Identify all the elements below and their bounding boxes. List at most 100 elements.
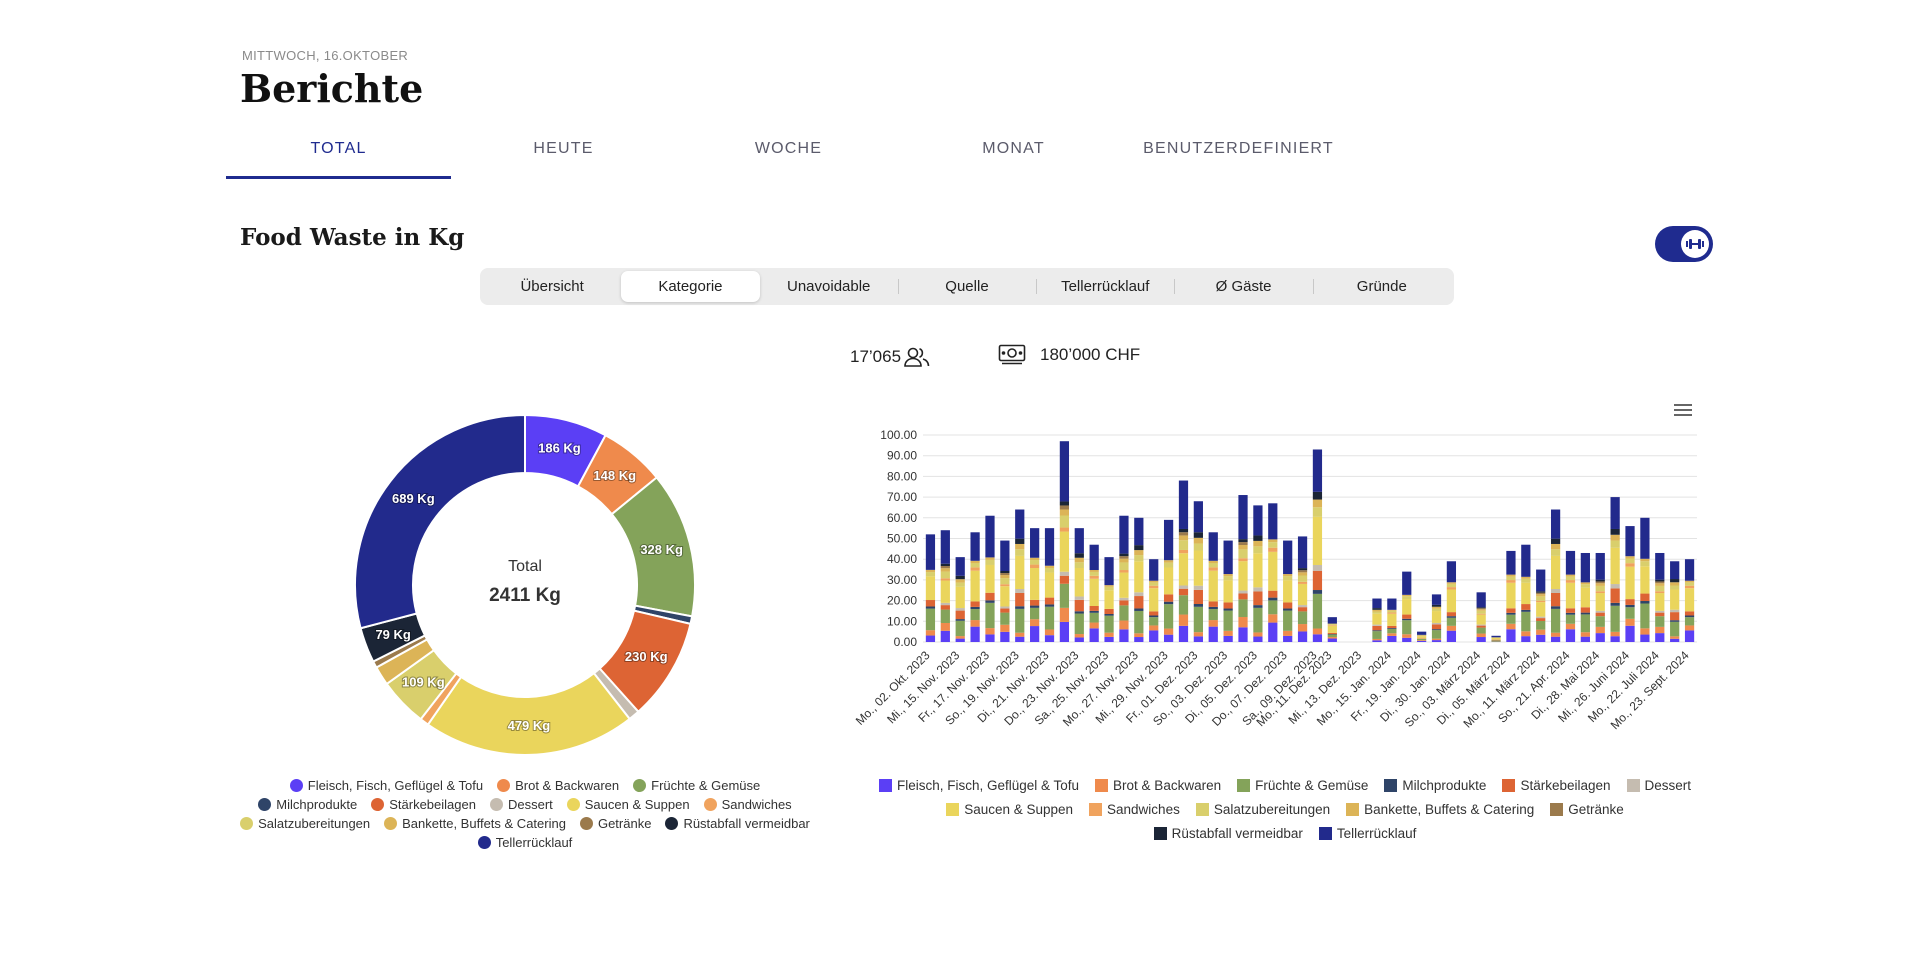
- bar-segment-brot-backwaren[interactable]: [1580, 632, 1590, 637]
- bar-segment-saucen-suppen[interactable]: [1521, 582, 1531, 605]
- bar-segment-dessert[interactable]: [940, 602, 950, 606]
- bar-segment-salatzubereitungen[interactable]: [1684, 582, 1695, 586]
- bar-segment-bankette-buffets-catering[interactable]: [1312, 499, 1323, 508]
- bar-stack[interactable]: [940, 530, 950, 642]
- bar-stack[interactable]: [1431, 594, 1442, 642]
- bar-segment-bankette-buffets-catering[interactable]: [1580, 582, 1590, 585]
- bar-segment-starkebeilagen[interactable]: [1000, 608, 1010, 613]
- bar-segment-fleisch-fisch-geflugel-tofu[interactable]: [1506, 629, 1516, 642]
- bar-segment-fruchte-gemuse[interactable]: [1015, 608, 1025, 633]
- bar-segment-fleisch-fisch-geflugel-tofu[interactable]: [1387, 635, 1397, 642]
- bar-segment-salatzubereitungen[interactable]: [940, 571, 950, 579]
- bar-segment-brot-backwaren[interactable]: [1193, 632, 1203, 637]
- bar-segment-fruchte-gemuse[interactable]: [925, 608, 936, 631]
- bar-segment-rustabfall-vermeidbar[interactable]: [1372, 608, 1382, 610]
- bar-segment-salatzubereitungen[interactable]: [1476, 610, 1486, 614]
- bar-segment-fruchte-gemuse[interactable]: [1327, 634, 1337, 638]
- bar-segment-fleisch-fisch-geflugel-tofu[interactable]: [1595, 633, 1605, 642]
- bar-segment-fruchte-gemuse[interactable]: [1312, 593, 1323, 629]
- bar-segment-bankette-buffets-catering[interactable]: [1030, 557, 1040, 561]
- legend-item-milchprodukte[interactable]: Milchprodukte: [258, 797, 357, 812]
- bar-segment-milchprodukte[interactable]: [1134, 608, 1144, 611]
- bar-segment-brot-backwaren[interactable]: [1149, 625, 1159, 631]
- segment-kategorie[interactable]: Kategorie: [621, 271, 760, 302]
- legend-item-fleisch-fisch-geflugel-tofu[interactable]: Fleisch, Fisch, Geflügel & Tofu: [878, 778, 1079, 793]
- bar-segment-salatzubereitungen[interactable]: [1104, 586, 1114, 591]
- bar-stack[interactable]: [1030, 528, 1040, 642]
- bar-segment-saucen-suppen[interactable]: [1327, 625, 1337, 633]
- bar-segment-starkebeilagen[interactable]: [1312, 570, 1323, 591]
- bar-segment-saucen-suppen[interactable]: [1104, 590, 1114, 609]
- bar-segment-bankette-buffets-catering[interactable]: [1208, 560, 1218, 564]
- bar-segment-tellerrucklauf[interactable]: [1491, 635, 1501, 638]
- bar-segment-saucen-suppen[interactable]: [1253, 553, 1263, 588]
- tab-total[interactable]: TOTAL: [226, 140, 451, 179]
- bar-segment-starkebeilagen[interactable]: [1625, 599, 1635, 605]
- bar-segment-milchprodukte[interactable]: [970, 606, 980, 610]
- bar-segment-starkebeilagen[interactable]: [1163, 594, 1174, 602]
- bar-segment-starkebeilagen[interactable]: [1580, 607, 1590, 613]
- bar-segment-sandwiches[interactable]: [1387, 612, 1397, 614]
- bar-segment-fleisch-fisch-geflugel-tofu[interactable]: [1030, 626, 1040, 642]
- bar-segment-starkebeilagen[interactable]: [955, 610, 965, 620]
- bar-segment-brot-backwaren[interactable]: [970, 620, 980, 627]
- bar-segment-tellerrucklauf[interactable]: [1178, 480, 1189, 529]
- bar-segment-saucen-suppen[interactable]: [1223, 580, 1233, 603]
- bar-segment-starkebeilagen[interactable]: [1640, 593, 1650, 602]
- bar-segment-sandwiches[interactable]: [1149, 585, 1159, 589]
- bar-segment-bankette-buffets-catering[interactable]: [1044, 565, 1055, 568]
- bar-segment-milchprodukte[interactable]: [1074, 611, 1084, 614]
- bar-segment-brot-backwaren[interactable]: [1134, 633, 1144, 638]
- bar-segment-milchprodukte[interactable]: [1283, 608, 1293, 611]
- bar-segment-sandwiches[interactable]: [940, 578, 950, 581]
- bar-segment-saucen-suppen[interactable]: [1372, 613, 1382, 625]
- bar-stack[interactable]: [925, 534, 936, 642]
- bar-segment-brot-backwaren[interactable]: [1476, 633, 1486, 638]
- bar-segment-sandwiches[interactable]: [1268, 547, 1278, 552]
- bar-segment-rustabfall-vermeidbar[interactable]: [1670, 579, 1680, 583]
- bar-segment-tellerrucklauf[interactable]: [1580, 552, 1590, 583]
- bar-segment-salatzubereitungen[interactable]: [1312, 507, 1323, 517]
- bar-segment-getranke[interactable]: [1119, 556, 1129, 559]
- bar-segment-fleisch-fisch-geflugel-tofu[interactable]: [1178, 625, 1189, 642]
- bar-segment-brot-backwaren[interactable]: [1521, 631, 1531, 637]
- bar-segment-brot-backwaren[interactable]: [1550, 632, 1561, 637]
- bar-segment-fleisch-fisch-geflugel-tofu[interactable]: [1536, 634, 1546, 642]
- bar-segment-brot-backwaren[interactable]: [1372, 638, 1382, 641]
- bar-segment-salatzubereitungen[interactable]: [1268, 542, 1278, 548]
- bar-segment-starkebeilagen[interactable]: [1119, 600, 1129, 606]
- bar-segment-fruchte-gemuse[interactable]: [1536, 620, 1546, 630]
- bar-segment-sandwiches[interactable]: [1595, 591, 1605, 594]
- legend-item-fleisch-fisch-geflugel-tofu[interactable]: Fleisch, Fisch, Geflügel & Tofu: [289, 778, 483, 793]
- bar-segment-brot-backwaren[interactable]: [1059, 607, 1070, 622]
- bar-segment-tellerrucklauf[interactable]: [1372, 598, 1382, 609]
- bar-segment-salatzubereitungen[interactable]: [1030, 560, 1040, 565]
- bar-segment-bankette-buffets-catering[interactable]: [1625, 556, 1635, 559]
- bar-segment-saucen-suppen[interactable]: [1580, 587, 1590, 608]
- bar-segment-sandwiches[interactable]: [1119, 570, 1129, 573]
- bar-segment-tellerrucklauf[interactable]: [1402, 571, 1412, 595]
- bar-segment-saucen-suppen[interactable]: [1208, 570, 1218, 602]
- bar-segment-bankette-buffets-catering[interactable]: [1402, 594, 1412, 597]
- segment-uebersicht[interactable]: Übersicht: [520, 278, 584, 295]
- bar-segment-fleisch-fisch-geflugel-tofu[interactable]: [1044, 635, 1055, 642]
- bar-segment-brot-backwaren[interactable]: [1625, 618, 1635, 626]
- bar-segment-milchprodukte[interactable]: [1402, 618, 1412, 621]
- bar-segment-bankette-buffets-catering[interactable]: [940, 568, 950, 572]
- bar-segment-sandwiches[interactable]: [1178, 549, 1189, 554]
- bar-segment-fruchte-gemuse[interactable]: [1223, 610, 1233, 631]
- bar-segment-starkebeilagen[interactable]: [1059, 575, 1070, 584]
- bar-stack[interactable]: [1610, 497, 1620, 642]
- bar-segment-tellerrucklauf[interactable]: [1297, 536, 1308, 569]
- bar-segment-salatzubereitungen[interactable]: [1550, 549, 1561, 556]
- bar-segment-saucen-suppen[interactable]: [1044, 572, 1055, 598]
- bar-segment-milchprodukte[interactable]: [955, 619, 965, 621]
- bar-segment-dessert[interactable]: [1595, 610, 1605, 613]
- bar-segment-tellerrucklauf[interactable]: [1059, 441, 1070, 502]
- legend-item-getranke[interactable]: Getränke: [1550, 802, 1624, 817]
- bar-segment-tellerrucklauf[interactable]: [1684, 559, 1695, 581]
- bar-segment-dessert[interactable]: [1253, 587, 1263, 592]
- bar-segment-saucen-suppen[interactable]: [1640, 566, 1650, 594]
- bar-segment-fruchte-gemuse[interactable]: [1268, 600, 1278, 615]
- unit-toggle[interactable]: [1655, 226, 1713, 262]
